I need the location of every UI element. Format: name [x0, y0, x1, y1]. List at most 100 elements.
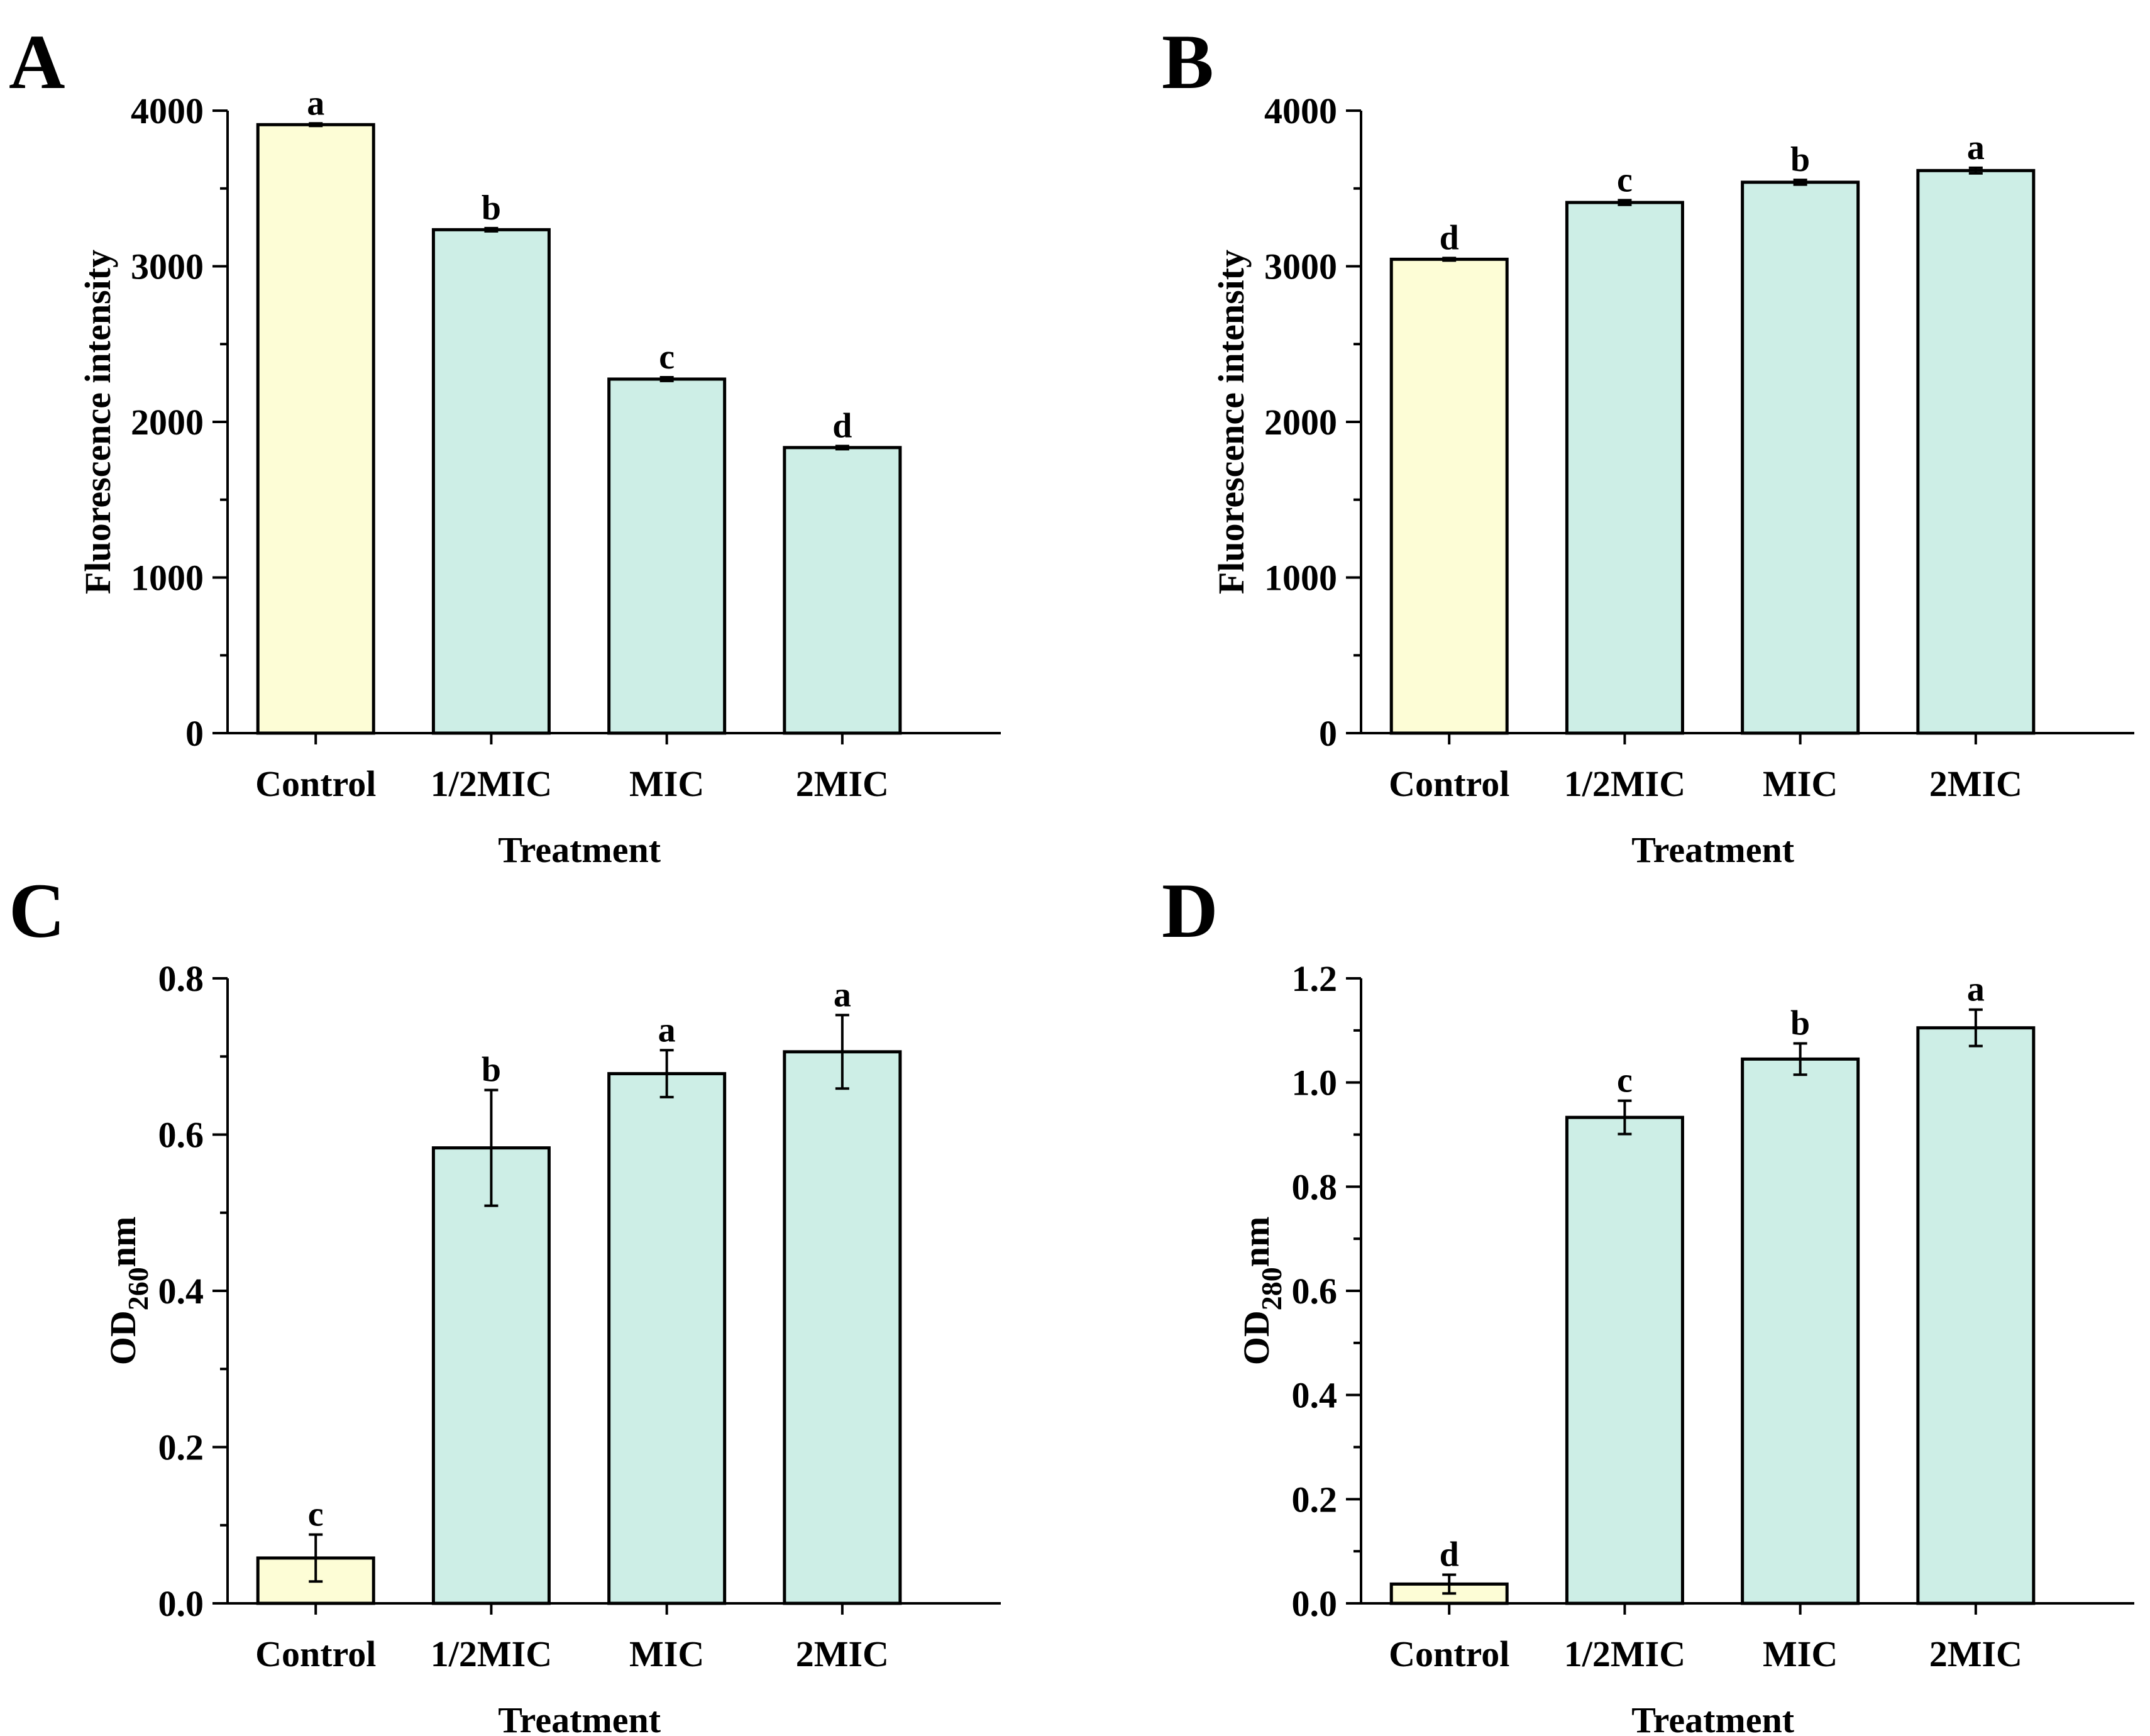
- significance-label: b: [1790, 140, 1810, 179]
- error-bar: [1793, 179, 1807, 186]
- panel-letter: C: [9, 868, 65, 954]
- error-bar: [835, 1014, 849, 1090]
- x-tick-label: 2MIC: [1929, 763, 2022, 804]
- x-tick-label: 2MIC: [1929, 1634, 2022, 1674]
- error-bar: [1618, 1099, 1632, 1136]
- x-tick-label: 2MIC: [796, 1634, 889, 1674]
- bar-2mic: [1916, 169, 2036, 735]
- y-tick-label: 0.2: [158, 1427, 204, 1468]
- y-tick-label: 1000: [1264, 558, 1337, 599]
- significance-label: c: [1617, 160, 1633, 199]
- significance-label: d: [1440, 218, 1459, 257]
- y-axis-title: OD280nm: [1236, 1217, 1287, 1366]
- x-axis-title: Treatment: [498, 829, 661, 870]
- error-bar: [1968, 166, 1983, 175]
- y-tick-label: 2000: [131, 402, 204, 443]
- significance-label: a: [307, 84, 324, 123]
- y-axis-title-subscript: 260: [122, 1267, 154, 1310]
- panel-b: Bd Control c 1/2MIC b MIC a 2MIC 0 1000 2000 3000 40…: [1162, 19, 2134, 870]
- x-tick-label: 1/2MIC: [431, 763, 552, 804]
- panel-letter: B: [1162, 19, 1214, 105]
- y-tick-label: 2000: [1264, 402, 1337, 443]
- x-tick-label: Control: [1389, 1634, 1509, 1674]
- x-tick-label: 1/2MIC: [1564, 1634, 1685, 1674]
- error-bar: [484, 226, 499, 233]
- bar-2mic: [1916, 1026, 2036, 1605]
- significance-label: c: [308, 1495, 324, 1534]
- y-axis-title-subscript: 280: [1255, 1267, 1287, 1310]
- x-tick-label: Control: [255, 1634, 376, 1674]
- x-tick-label: 1/2MIC: [431, 1634, 552, 1674]
- bar-control: [256, 123, 375, 735]
- bar-mic: [607, 1072, 727, 1605]
- y-axis-title: Fluorescence intensity: [77, 250, 118, 594]
- y-tick-label: 3000: [131, 246, 204, 287]
- bar-2mic: [783, 446, 902, 735]
- y-tick-label: 0: [1319, 713, 1337, 754]
- y-tick-label: 0: [185, 713, 204, 754]
- error-bar: [1618, 199, 1632, 206]
- error-bar: [1442, 1573, 1457, 1595]
- significance-label: a: [658, 1010, 676, 1049]
- significance-label: b: [482, 1051, 501, 1090]
- error-bar: [309, 1533, 323, 1583]
- y-tick-label: 4000: [1264, 91, 1337, 131]
- x-tick-label: MIC: [629, 763, 704, 804]
- y-tick-label: 3000: [1264, 246, 1337, 287]
- x-axis-title: Treatment: [498, 1700, 661, 1736]
- x-tick-label: Control: [255, 763, 376, 804]
- y-tick-label: 0.6: [158, 1115, 204, 1156]
- significance-label: d: [1440, 1535, 1459, 1574]
- significance-label: a: [834, 975, 851, 1014]
- error-bar: [1442, 257, 1457, 262]
- bar-mic: [1741, 1057, 1860, 1605]
- x-tick-label: MIC: [1763, 1634, 1838, 1674]
- panel-letter: D: [1162, 868, 1218, 954]
- panel-d: Dd Control c 1/2MIC b MIC a 2MIC 0.0 0.2 0.4 0.6 0.8…: [1162, 868, 2134, 1736]
- y-axis-title: Fluorescence intensity: [1211, 250, 1252, 594]
- y-tick-label: 0.0: [1292, 1583, 1338, 1624]
- y-tick-label: 0.8: [1292, 1166, 1338, 1207]
- y-tick-label: 0.4: [158, 1271, 204, 1312]
- y-axis-title-unit: nm: [1236, 1217, 1277, 1268]
- x-tick-label: 1/2MIC: [1564, 763, 1685, 804]
- y-tick-label: 4000: [131, 91, 204, 131]
- error-bar: [835, 445, 849, 451]
- y-axis-title-unit: nm: [102, 1217, 143, 1268]
- significance-label: c: [1617, 1061, 1633, 1100]
- error-bar: [659, 1049, 674, 1098]
- significance-label: c: [659, 338, 675, 377]
- bar-1-2mic: [1565, 1115, 1684, 1605]
- bar-1-2mic: [1565, 201, 1684, 735]
- y-tick-label: 0.0: [158, 1583, 204, 1624]
- y-tick-label: 0.8: [158, 958, 204, 999]
- significance-label: a: [1967, 128, 1985, 167]
- significance-label: b: [482, 189, 501, 228]
- bar-control: [1389, 257, 1509, 735]
- bar-2mic: [783, 1050, 902, 1605]
- error-bar: [484, 1088, 499, 1207]
- significance-label: b: [1790, 1004, 1810, 1043]
- panel-c: Cc Control b 1/2MIC a MIC a 2MIC 0.0 0.2 0.4 0.6 0.8…: [9, 868, 1001, 1736]
- significance-label: d: [832, 406, 852, 445]
- x-axis-title: Treatment: [1631, 1700, 1794, 1736]
- bar-1-2mic: [431, 228, 551, 735]
- error-bar: [1793, 1042, 1807, 1076]
- bar-1-2mic: [431, 1146, 551, 1605]
- y-axis-title-main: OD: [1236, 1310, 1277, 1365]
- y-tick-label: 1000: [131, 558, 204, 599]
- x-tick-label: 2MIC: [796, 763, 889, 804]
- y-axis-title-main: OD: [102, 1310, 143, 1365]
- y-tick-label: 0.2: [1292, 1479, 1338, 1520]
- x-tick-label: MIC: [1763, 763, 1838, 804]
- panel-letter: A: [9, 19, 65, 105]
- y-tick-label: 0.4: [1292, 1375, 1338, 1416]
- x-tick-label: MIC: [629, 1634, 704, 1674]
- x-axis-title: Treatment: [1631, 829, 1794, 870]
- bar-mic: [1741, 180, 1860, 735]
- error-bar: [1968, 1008, 1983, 1048]
- y-tick-label: 0.6: [1292, 1271, 1338, 1312]
- error-bar: [309, 122, 323, 128]
